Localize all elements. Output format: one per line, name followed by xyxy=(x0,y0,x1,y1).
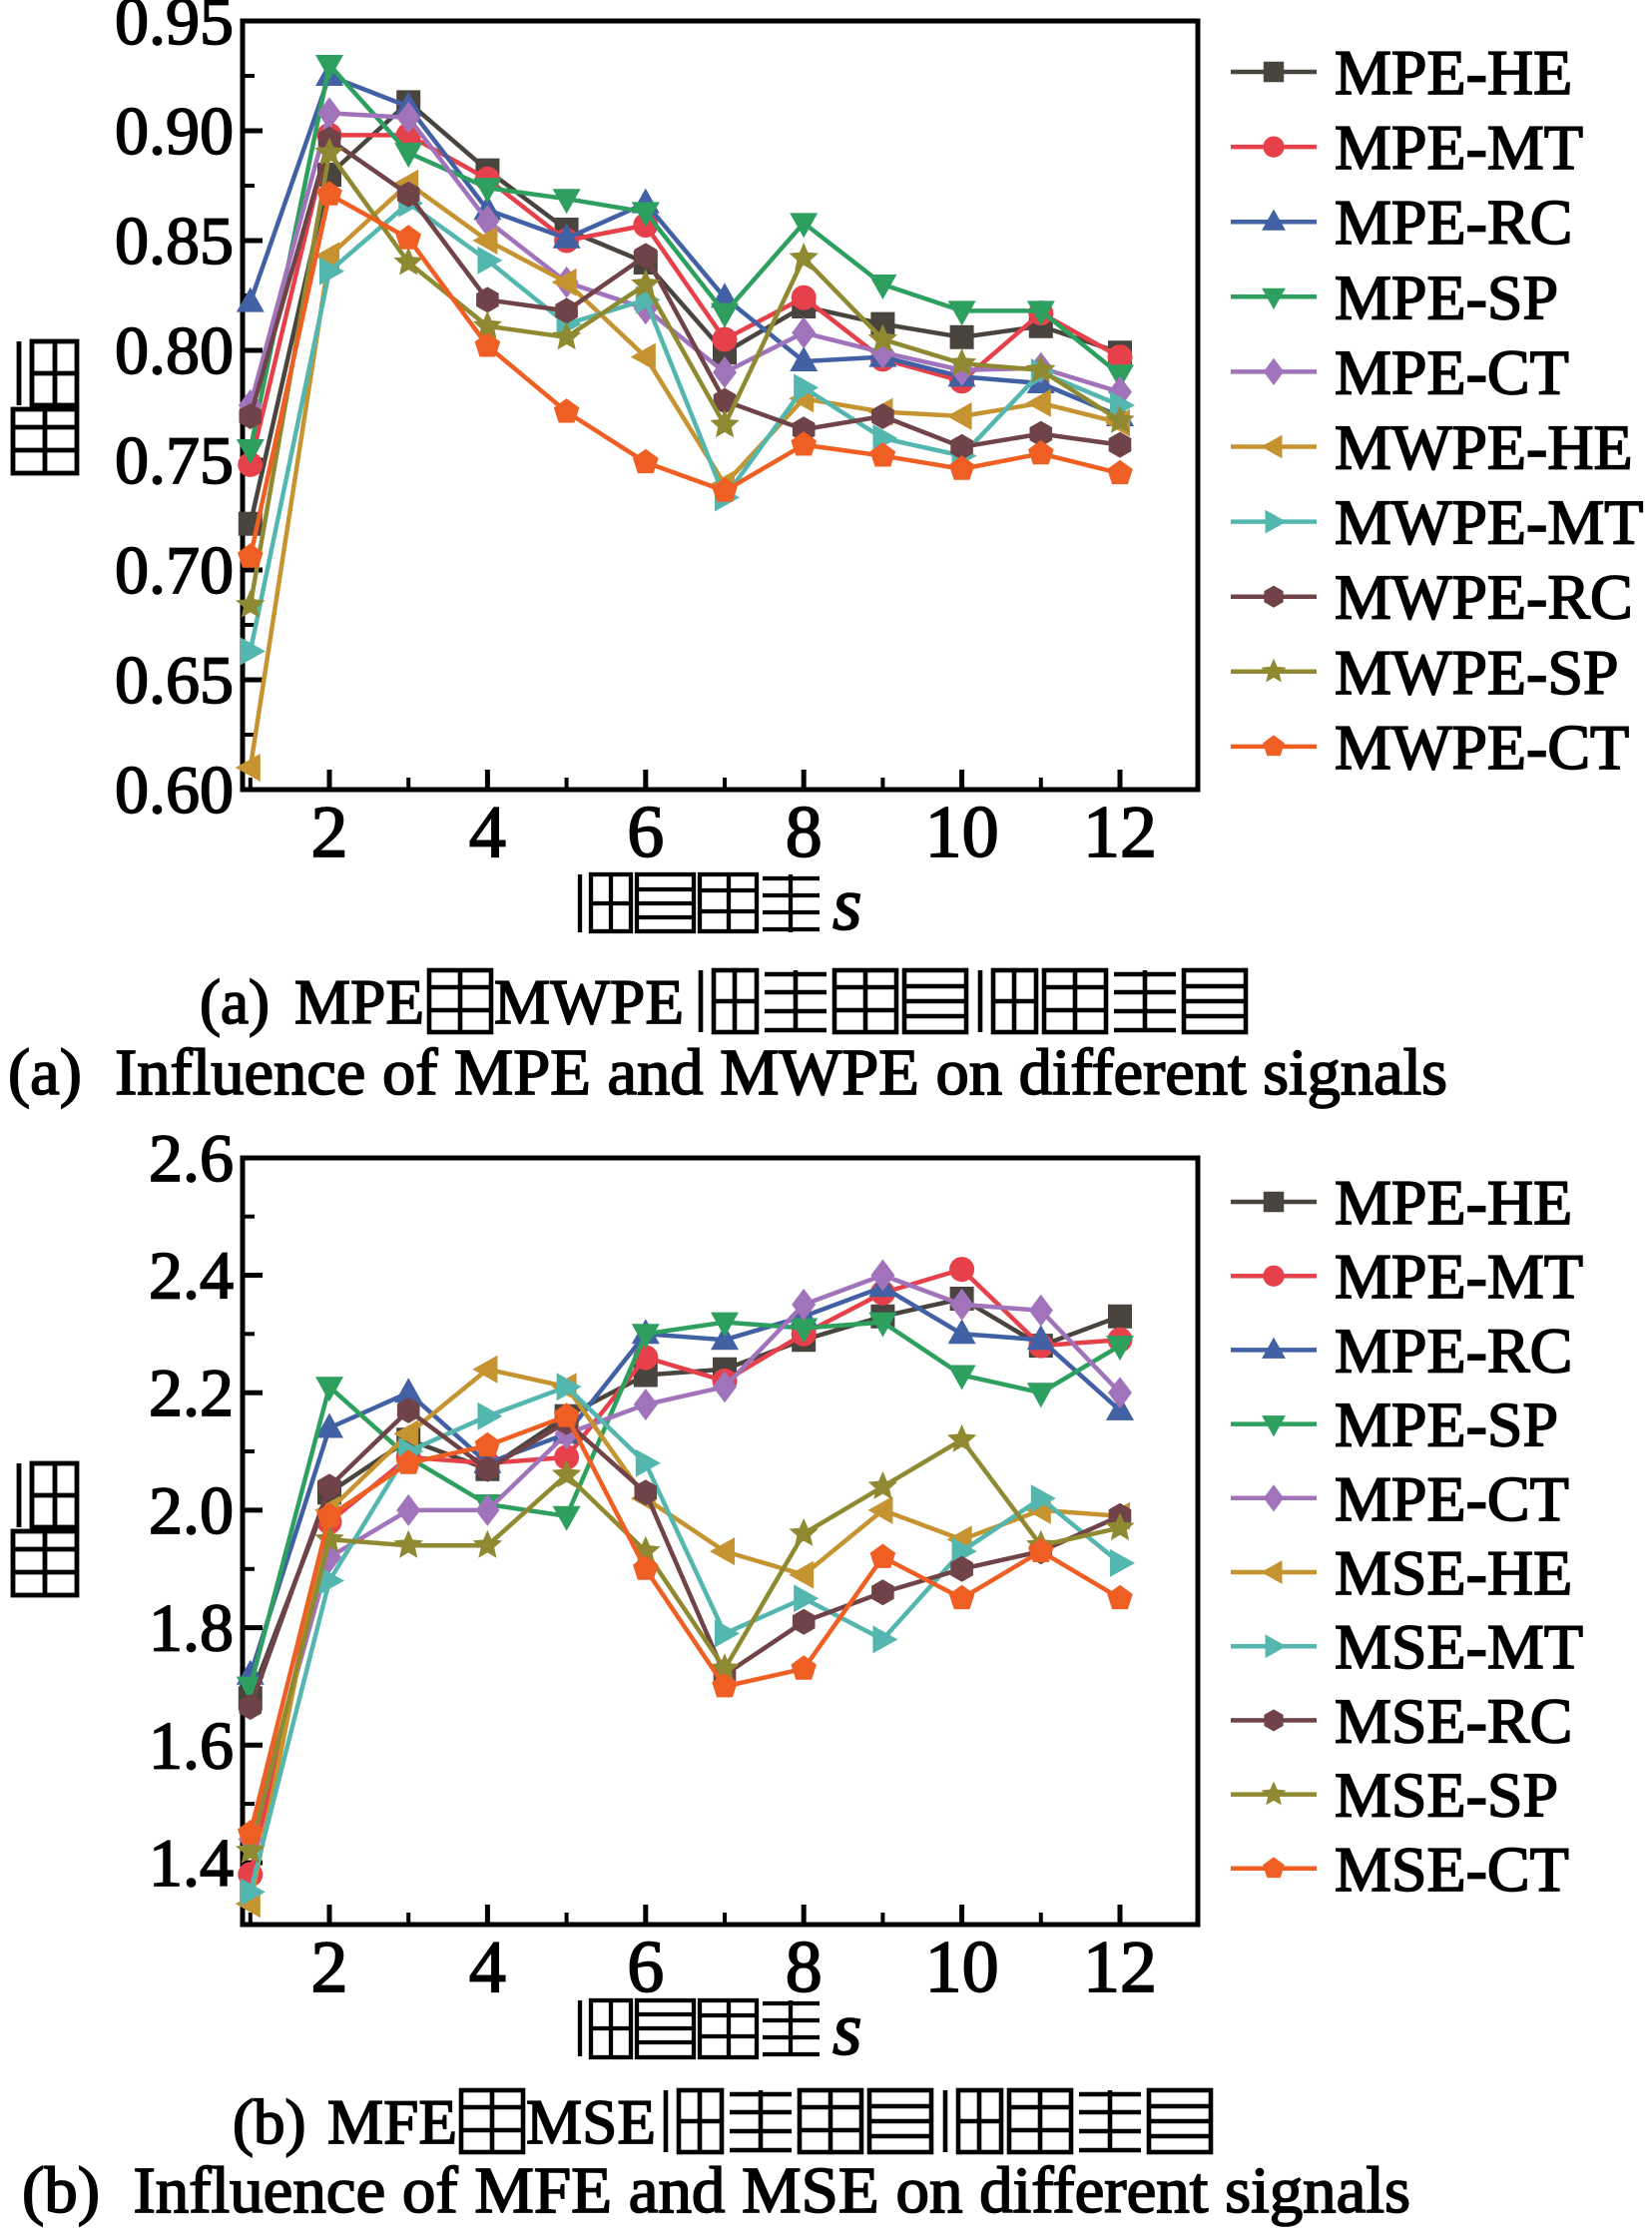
svg-text:0.75: 0.75 xyxy=(115,422,234,498)
svg-text:MWPE: MWPE xyxy=(494,967,684,1037)
svg-text:0.80: 0.80 xyxy=(115,312,234,388)
svg-text:MSE: MSE xyxy=(526,2087,656,2157)
svg-text:1.8: 1.8 xyxy=(149,1590,234,1666)
svg-text:0.60: 0.60 xyxy=(115,752,234,828)
svg-text:2: 2 xyxy=(311,1927,348,2008)
svg-text:0.65: 0.65 xyxy=(115,642,234,718)
svg-text:12: 12 xyxy=(1083,792,1157,873)
svg-text:MSE-MT: MSE-MT xyxy=(1335,1611,1583,1682)
svg-text:MWPE-RC: MWPE-RC xyxy=(1335,562,1633,633)
svg-text:MPE-MT: MPE-MT xyxy=(1335,112,1583,183)
svg-text:MSE-SP: MSE-SP xyxy=(1335,1760,1558,1831)
svg-text:(b): (b) xyxy=(233,2087,305,2157)
svg-text:1.6: 1.6 xyxy=(149,1707,234,1783)
svg-text:0.85: 0.85 xyxy=(115,203,234,279)
svg-text:MWPE-HE: MWPE-HE xyxy=(1335,412,1633,483)
svg-text:MPE-RC: MPE-RC xyxy=(1335,187,1572,258)
svg-text:MPE-SP: MPE-SP xyxy=(1335,262,1558,332)
svg-text:MPE-CT: MPE-CT xyxy=(1335,336,1569,407)
svg-text:4: 4 xyxy=(469,1927,506,2008)
svg-text:MPE-MT: MPE-MT xyxy=(1335,1241,1583,1312)
svg-text:0.95: 0.95 xyxy=(115,0,234,59)
svg-text:(b) Influence of MFE and MSE: (b) Influence of MFE and MSE on differen… xyxy=(22,2154,1410,2227)
svg-text:1.4: 1.4 xyxy=(149,1825,234,1901)
svg-text:2.2: 2.2 xyxy=(149,1355,234,1430)
svg-text:2.4: 2.4 xyxy=(149,1238,234,1314)
svg-text:MPE: MPE xyxy=(294,967,424,1037)
svg-text:MSE-HE: MSE-HE xyxy=(1335,1537,1572,1608)
svg-text:10: 10 xyxy=(925,792,999,873)
svg-text:MSE-RC: MSE-RC xyxy=(1335,1685,1572,1756)
svg-text:MPE-SP: MPE-SP xyxy=(1335,1390,1558,1460)
svg-text:12: 12 xyxy=(1083,1927,1157,2008)
svg-text:s: s xyxy=(832,1987,862,2071)
svg-text:MPE-HE: MPE-HE xyxy=(1335,37,1572,108)
svg-text:4: 4 xyxy=(469,792,506,873)
svg-text:MSE-CT: MSE-CT xyxy=(1335,1834,1569,1905)
svg-text:0.70: 0.70 xyxy=(115,532,234,608)
svg-text:MPE-CT: MPE-CT xyxy=(1335,1463,1569,1534)
svg-text:MPE-HE: MPE-HE xyxy=(1335,1167,1572,1238)
svg-text:6: 6 xyxy=(627,792,664,873)
svg-text:MWPE-MT: MWPE-MT xyxy=(1335,487,1643,558)
svg-text:(a): (a) xyxy=(200,967,270,1037)
svg-text:0.90: 0.90 xyxy=(115,93,234,169)
svg-text:2.0: 2.0 xyxy=(149,1472,234,1548)
svg-text:6: 6 xyxy=(627,1927,664,2008)
svg-text:8: 8 xyxy=(786,1927,823,2008)
svg-text:10: 10 xyxy=(925,1927,999,2008)
svg-text:MPE-RC: MPE-RC xyxy=(1335,1315,1572,1386)
svg-text:MWPE-CT: MWPE-CT xyxy=(1335,712,1629,783)
svg-text:2: 2 xyxy=(311,792,348,873)
svg-text:8: 8 xyxy=(786,792,823,873)
svg-text:MFE: MFE xyxy=(327,2087,457,2157)
svg-text:s: s xyxy=(832,862,862,946)
svg-text:MWPE-SP: MWPE-SP xyxy=(1335,637,1619,708)
svg-text:2.6: 2.6 xyxy=(149,1120,234,1196)
svg-text:(a) Influence of MPE and MWPE: (a) Influence of MPE and MWPE on differe… xyxy=(8,1036,1447,1109)
